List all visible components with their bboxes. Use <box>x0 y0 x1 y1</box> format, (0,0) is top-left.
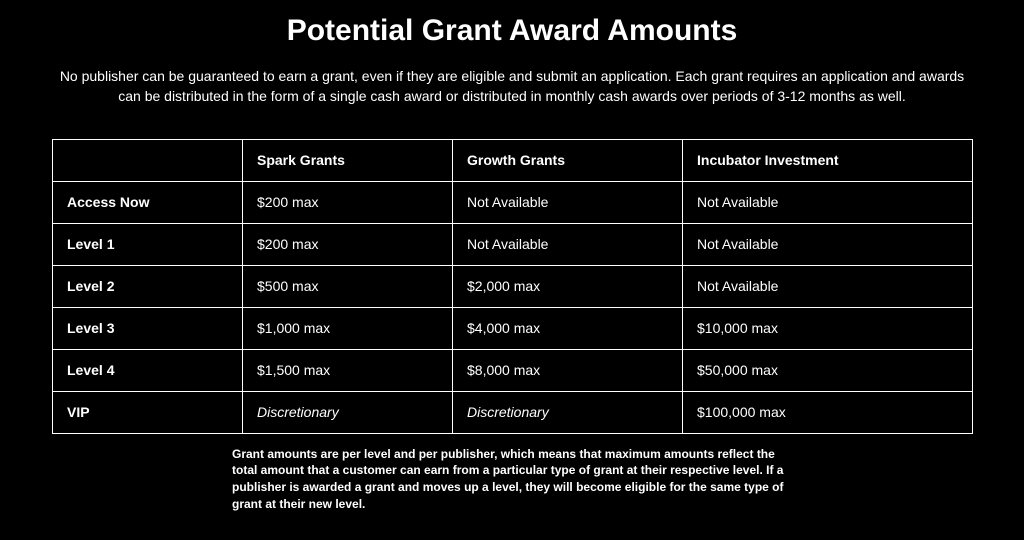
col-header-spark: Spark Grants <box>243 139 453 181</box>
footnote: Grant amounts are per level and per publ… <box>232 446 792 513</box>
table-cell: Not Available <box>453 181 683 223</box>
table-cell: Discretionary <box>453 391 683 433</box>
table-row: Level 4$1,500 max$8,000 max$50,000 max <box>53 349 973 391</box>
table-cell: $4,000 max <box>453 307 683 349</box>
table-cell: $10,000 max <box>683 307 973 349</box>
table-cell: $1,500 max <box>243 349 453 391</box>
table-cell: $200 max <box>243 181 453 223</box>
table-cell: $100,000 max <box>683 391 973 433</box>
table-cell: $200 max <box>243 223 453 265</box>
table-header-row: Spark Grants Growth Grants Incubator Inv… <box>53 139 973 181</box>
col-header-growth: Growth Grants <box>453 139 683 181</box>
grant-table-wrap: Spark Grants Growth Grants Incubator Inv… <box>52 139 972 434</box>
grant-table: Spark Grants Growth Grants Incubator Inv… <box>52 139 973 434</box>
table-cell: $500 max <box>243 265 453 307</box>
table-row: Access Now$200 maxNot AvailableNot Avail… <box>53 181 973 223</box>
table-row: Level 1$200 maxNot AvailableNot Availabl… <box>53 223 973 265</box>
row-label: Level 3 <box>53 307 243 349</box>
row-label: Access Now <box>53 181 243 223</box>
table-row: VIPDiscretionaryDiscretionary$100,000 ma… <box>53 391 973 433</box>
intro-text: No publisher can be guaranteed to earn a… <box>52 66 972 107</box>
page: Potential Grant Award Amounts No publish… <box>0 0 1024 540</box>
table-cell: $1,000 max <box>243 307 453 349</box>
row-label: Level 1 <box>53 223 243 265</box>
grant-table-body: Access Now$200 maxNot AvailableNot Avail… <box>53 181 973 433</box>
row-label: Level 4 <box>53 349 243 391</box>
col-header-blank <box>53 139 243 181</box>
table-cell: $2,000 max <box>453 265 683 307</box>
table-row: Level 3$1,000 max$4,000 max$10,000 max <box>53 307 973 349</box>
table-cell: $8,000 max <box>453 349 683 391</box>
row-label: VIP <box>53 391 243 433</box>
col-header-incubator: Incubator Investment <box>683 139 973 181</box>
table-cell: Not Available <box>453 223 683 265</box>
table-cell: Not Available <box>683 181 973 223</box>
table-cell: $50,000 max <box>683 349 973 391</box>
row-label: Level 2 <box>53 265 243 307</box>
table-cell: Discretionary <box>243 391 453 433</box>
table-cell: Not Available <box>683 223 973 265</box>
table-row: Level 2$500 max$2,000 maxNot Available <box>53 265 973 307</box>
page-title: Potential Grant Award Amounts <box>0 14 1024 48</box>
table-cell: Not Available <box>683 265 973 307</box>
